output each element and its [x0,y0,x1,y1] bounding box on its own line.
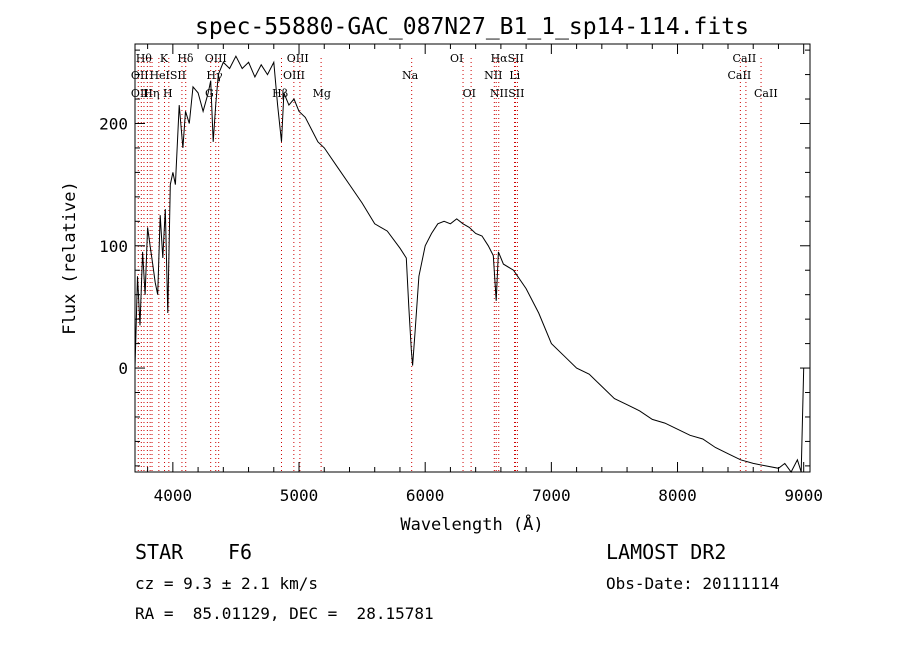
line-label-5: OI [450,52,463,65]
line-label-22: OI [463,87,476,100]
spectrum-line [134,55,805,473]
x-axis-label: Wavelength (Å) [400,513,543,535]
y-tick-label: 100 [99,237,128,256]
x-tick-label: 5000 [280,486,319,505]
observation-date: Obs-Date: 20111114 [606,574,780,593]
plot-frame [134,43,811,473]
line-label-12: Na [402,69,419,82]
x-axis-ticks: 4000 5000 6000 7000 8000 9000 [147,44,823,505]
line-label-2: Hδ [177,52,194,65]
line-label-3: OIII [205,52,227,65]
chart-title: spec-55880-GAC_087N27_B1_1_sp14-114.fits [195,14,749,40]
line-label-13: NII [484,69,502,82]
line-label-15: CaII [728,69,752,82]
line-label-17: Hη [143,87,159,100]
line-label-1: K [160,52,169,65]
line-label-18: H [163,87,173,100]
line-label-10: Hγ [206,69,223,82]
y-axis-label: Flux (relative) [60,181,80,335]
x-tick-label: 9000 [784,486,823,505]
line-label-21: Mg [313,87,331,100]
line-label-6: HαSII [491,52,524,65]
x-tick-label: 4000 [154,486,193,505]
x-tick-label: 8000 [658,486,697,505]
y-axis-ticks: 0 100 200 [99,49,810,467]
survey-name: LAMOST DR2 [606,540,727,564]
y-tick-label: 0 [118,359,128,378]
line-label-11: OIII [283,69,305,82]
line-label-14: Li [509,69,520,82]
redshift-velocity: cz = 9.3 ± 2.1 km/s [135,574,319,593]
line-label-24: CaII [754,87,778,100]
coordinates: RA = 85.01129, DEC = 28.15781 [135,604,434,623]
y-tick-label: 200 [99,114,128,133]
line-label-23: NIISII [490,87,525,100]
x-tick-label: 7000 [532,486,571,505]
spectral-line-markers [137,58,762,472]
object-subclass: F6 [228,540,253,564]
line-label-19: G [205,87,214,100]
object-class: STAR [135,540,184,564]
line-label-4: OIII [287,52,309,65]
line-label-8: OII [131,69,149,82]
line-label-9: HeISII [149,69,186,82]
line-label-7: CaII [733,52,757,65]
line-label-0: Hθ [136,52,153,65]
spectral-line-labels: Hθ K Hδ OIII OIII OI HαSII CaII OII HeISII Hγ OIII N… [131,52,778,100]
x-tick-label: 6000 [406,486,445,505]
